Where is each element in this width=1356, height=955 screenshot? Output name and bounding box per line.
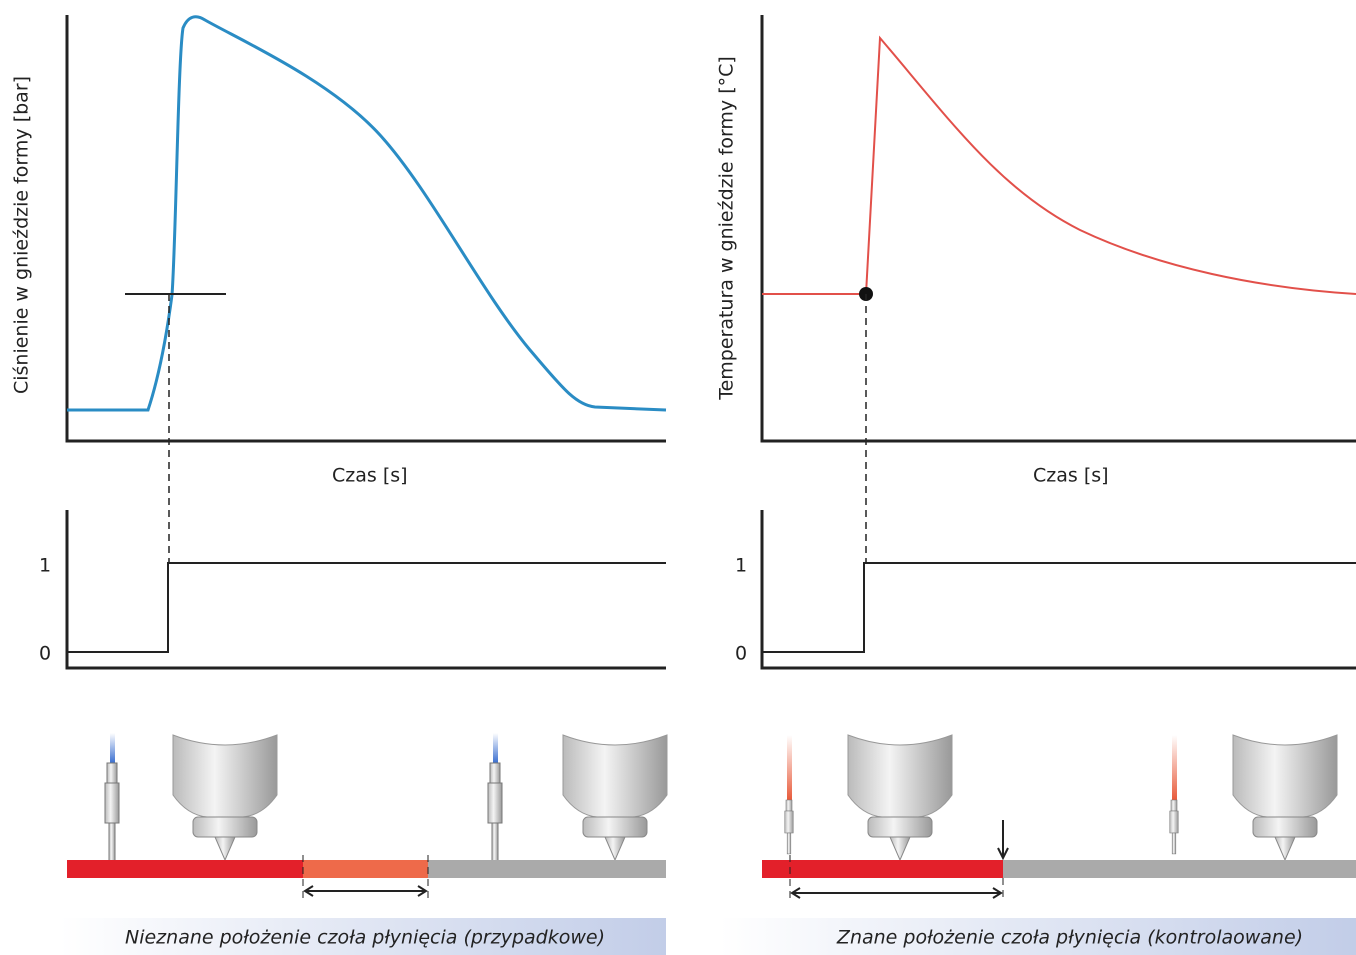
tick-label: 1 (735, 555, 747, 577)
caption-box (720, 918, 1356, 955)
flame (493, 733, 498, 763)
y-axis-label: Ciśnienie w gnieździe formy [bar] (11, 76, 33, 394)
axes (65, 15, 666, 443)
signal-step (67, 562, 666, 653)
flame (110, 733, 115, 763)
nozzle (1232, 734, 1338, 861)
flow-bar (762, 860, 1003, 878)
temperature-curve (762, 35, 1356, 295)
tick-label: 0 (39, 643, 51, 665)
sensor (104, 762, 120, 862)
axes (760, 15, 1356, 443)
nozzle (562, 734, 668, 861)
caption: Znane położenie czoła płynięcia (kontrol… (836, 927, 1303, 949)
nozzle (172, 734, 278, 861)
x-axis-label: Czas [s] (332, 465, 408, 487)
x-axis-label: Czas [s] (1033, 465, 1109, 487)
signal-axes (65, 510, 666, 670)
sensor (1169, 799, 1179, 855)
tick-label: 1 (39, 555, 51, 577)
tick-label: 0 (735, 643, 747, 665)
caption: Nieznane położenie czoła płynięcia (przy… (125, 927, 605, 949)
pressure-curve (67, 15, 667, 412)
flame (787, 735, 792, 800)
mold-bar (1003, 860, 1356, 878)
left-panel: Ciśnienie w gnieździe formy [bar] Czas [… (11, 15, 668, 955)
sensor (487, 762, 503, 862)
y-axis-label: Temperatura w gnieździe formy [°C] (716, 56, 738, 401)
range-arrow (790, 887, 1003, 899)
nozzle (847, 734, 953, 861)
front-arrow (997, 820, 1009, 861)
sensor (784, 799, 794, 855)
caption-box (60, 918, 666, 955)
signal-step (762, 562, 1356, 653)
mold-bar (428, 860, 666, 878)
uncertain-bar (303, 860, 428, 878)
flame (1172, 735, 1177, 800)
signal-axes (760, 510, 1356, 670)
range-arrow (303, 885, 428, 897)
flow-bar (67, 860, 303, 878)
right-panel: Temperatura w gnieździe formy [°C] Czas … (716, 15, 1356, 955)
